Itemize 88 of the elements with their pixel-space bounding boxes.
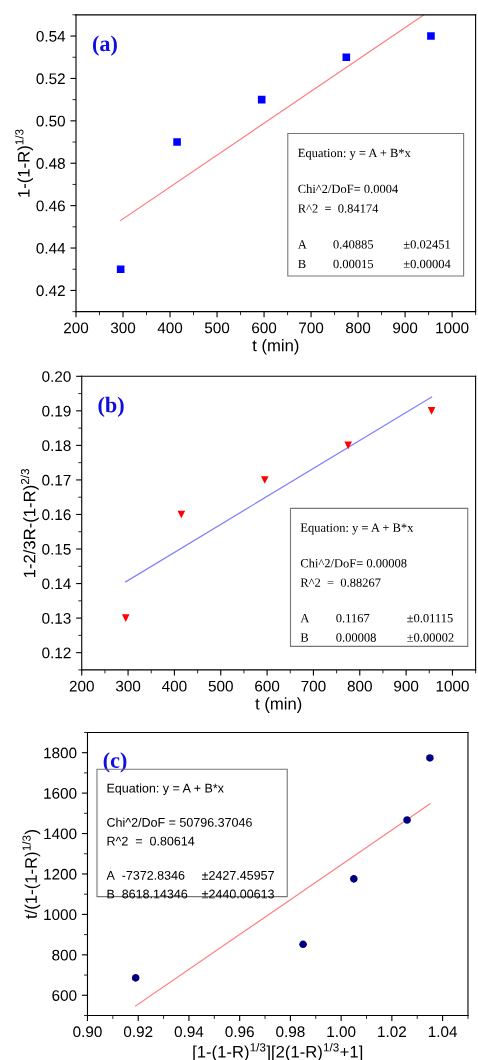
y-tick-label: 0.12 [42,647,71,659]
y-tick-label: 0.46 [36,200,65,212]
text: A 0.1167 ±0.01115 [300,613,453,623]
x-tick-label: 1.00 [327,1026,356,1038]
y-tick-label: 0.14 [42,578,71,590]
x-axis-title: t (min) [252,339,299,355]
point [426,754,434,762]
text: B 0.00015 ±0.00004 [298,259,451,269]
point [427,407,436,415]
y-tick-label: 0.18 [42,440,71,452]
y-axis-title: 1-2/3R-(1-R)$^{2/3}$ [20,468,39,578]
annotation: R^2 = 0.80614 [107,836,195,846]
y-axis-title: 1-(1-R)$^{1/3}$ [14,129,33,197]
x-tick-label: 800 [347,680,372,692]
point [260,476,269,484]
x-tick-label: 0.92 [123,1026,153,1038]
point [116,265,125,274]
x-tick-label: 300 [110,322,136,334]
annotation: Chi^2/DoF = 50796.37046 [107,817,252,827]
point [344,441,352,450]
x-tick-label: 500 [208,680,233,692]
y-tick-label: 1800 [44,747,77,759]
y-axis-title: t/(1-(1-R)$^{1/3}$) [22,830,41,919]
point [403,816,411,824]
x-tick-label: 1000 [436,322,469,334]
y-tick-label: 0.42 [36,285,65,297]
y-tick-label: 0.44 [36,242,66,254]
x-tick-label: 700 [301,680,326,692]
point [121,614,130,622]
point [257,95,266,104]
y-tick-label: 0.52 [36,73,65,85]
y-tick-label: 600 [52,990,77,1001]
annotation: R^2 = 0.84174 [298,204,379,213]
x-axis-title: t (min) [255,697,302,713]
text: B 0.00008 ±0.00002 [300,633,454,642]
y-tick-label: 0.54 [36,30,66,42]
x-tick-label: 1.02 [378,1026,406,1038]
y-tick-label: 0.50 [36,115,65,127]
x-tick-label: 200 [69,680,94,692]
text: A 0.40885 ±0.02451 [297,240,451,249]
x-tick-label: 700 [299,322,324,334]
y-tick-label: 0.17 [42,474,71,486]
y-tick-label: 1200 [44,868,77,880]
x-tick-label: 400 [162,680,187,692]
x-tick-label: 900 [394,680,419,692]
x-tick-label: 0.90 [73,1026,102,1038]
point [342,53,351,62]
annotation: Chi^2/DoF= 0.00008 [300,558,407,568]
x-tick-label: 0.98 [276,1026,305,1038]
x-tick-label: 0.94 [174,1026,204,1038]
annotation: R^2 = 0.88267 [300,578,381,587]
x-tick-label: 900 [393,322,418,334]
point [350,875,358,883]
x-tick-label: 1000 [436,680,469,692]
y-tick-label: 1400 [44,828,77,840]
annotation: Chi^2/DoF= 0.0004 [298,184,399,194]
x-tick-label: 200 [64,322,89,334]
annotation: Equation: y = A + B*x [300,523,414,535]
annotation: (a) [92,35,117,56]
point [299,940,307,949]
y-tick-label: 0.15 [42,543,71,555]
annotation: (b) [98,396,124,418]
point [173,138,181,146]
x-tick-label: 1.04 [428,1026,458,1038]
point [177,510,186,519]
y-tick-label: 0.19 [42,405,71,417]
x-axis-title: [1-(1-R)$^{1/3}$][2(1-R)$^{1/3}$+1] [193,1042,363,1060]
y-tick-label: 0.48 [36,158,65,169]
x-tick-label: 400 [157,322,183,334]
y-tick-label: 800 [52,949,77,961]
x-tick-label: 300 [115,680,141,692]
x-tick-label: 0.96 [225,1026,254,1038]
annotation: B 8618.14346 ±2440.00613 [107,889,274,899]
x-tick-label: 600 [255,680,280,692]
y-tick-label: 1000 [44,909,77,921]
y-tick-label: 0.13 [42,612,71,624]
y-tick-label: 0.20 [42,371,71,382]
point [427,32,435,40]
y-tick-label: 1600 [44,787,77,799]
annotation: Equation: y = A + B*x [107,783,224,796]
annotation: (c) [103,752,127,773]
x-tick-label: 800 [346,322,371,334]
x-tick-label: 600 [252,322,277,334]
point [131,974,140,982]
annotation: Equation: y = A + B*x [298,148,411,160]
y-tick-label: 0.16 [42,509,71,521]
x-tick-label: 500 [204,322,230,334]
text: A -7372.8346 ±2427.45957 [106,870,274,880]
